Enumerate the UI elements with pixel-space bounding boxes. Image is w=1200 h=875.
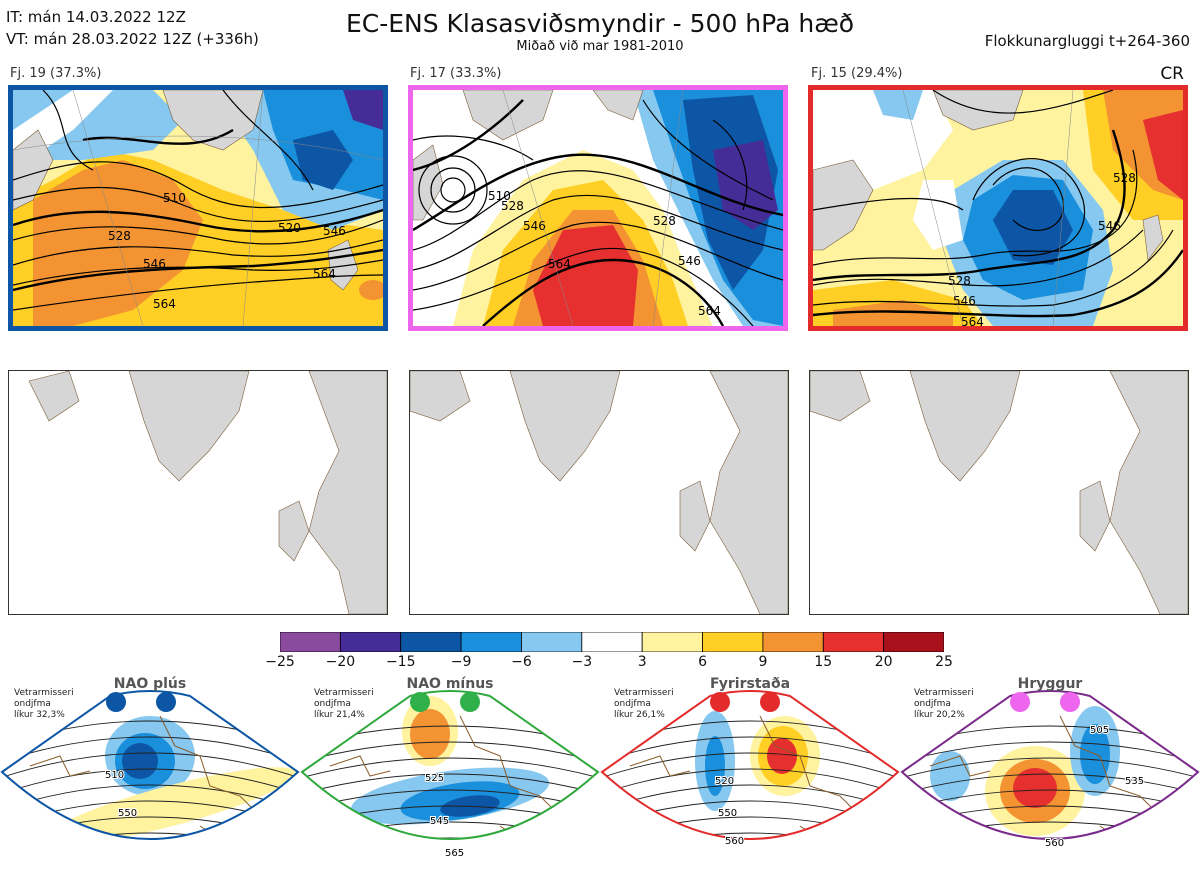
regime-center-dot	[1010, 692, 1030, 712]
regime-1-map: 510 550	[0, 676, 300, 871]
header-dates: IT: mán 14.03.2022 12Z VT: mán 28.03.202…	[6, 6, 259, 50]
colorbar-swatch	[400, 631, 462, 653]
initial-time: IT: mán 14.03.2022 12Z	[6, 8, 186, 26]
colorbar-tick-label: −3	[571, 654, 593, 670]
colorbar-tick-label: 6	[698, 654, 707, 670]
cluster-1-contour-7: 564	[313, 267, 336, 281]
colorbar-tick-label: 3	[637, 654, 647, 670]
regime-center-dot	[106, 692, 126, 712]
regime-2-map: 525 545 565	[300, 676, 600, 871]
colorbar	[279, 631, 945, 656]
empty-map-2	[409, 370, 789, 615]
cluster-3-map: 528 546 564 528 546	[808, 85, 1188, 331]
colorbar-tick-label: −6	[511, 654, 532, 670]
cluster-3-label: Fj. 15 (29.4%)	[811, 66, 903, 81]
colorbar-tick-label: 25	[935, 654, 953, 670]
regime-contour-label: 505	[1090, 725, 1109, 736]
regime-center-dot	[760, 692, 780, 712]
cluster-3-contour-3: 564	[961, 315, 984, 326]
regime-contour-label: 560	[1045, 838, 1064, 849]
colorbar-swatch	[702, 631, 764, 653]
page-subtitle: Miðað við mar 1981-2010	[516, 39, 684, 54]
regime-contour-label: 510	[105, 770, 124, 781]
cluster-2-contour-7: 564	[698, 304, 721, 318]
regime-3-map: 520 550 560	[600, 676, 900, 871]
regime-contour-label: 535	[1125, 776, 1144, 787]
regime-2-note: Vetrarmisseri ondjfma líkur 21,4%	[314, 688, 374, 720]
colorbar-tick-label: −25	[265, 654, 295, 670]
regime-contour-label: 550	[118, 808, 137, 819]
cluster-1-label: Fj. 19 (37.3%)	[10, 66, 102, 81]
regime-3-name: Fyrirstaða	[709, 676, 791, 692]
colorbar-tick-label: 15	[814, 654, 833, 670]
regime-contour-label: 550	[718, 808, 737, 819]
cluster-1-contour-5: 520	[278, 221, 301, 235]
cluster-3-contour-4: 528	[1113, 171, 1136, 185]
cluster-2-map: 510 528 546 564 528 546 564	[408, 85, 788, 331]
cluster-1-contour-4: 564	[153, 297, 176, 311]
colorbar-swatch	[279, 631, 341, 653]
regime-contour-label: 545	[430, 816, 449, 827]
colorbar-swatch	[641, 631, 703, 653]
empty-map-3	[809, 370, 1189, 615]
cluster-1-map: 510 528 546 564 520 546 564	[8, 85, 388, 331]
cluster-2-contour-6: 546	[678, 254, 701, 268]
regime-4-map: 505 535 560	[900, 676, 1200, 871]
regime-2-name: NAO mínus	[406, 676, 494, 692]
regime-contour-label: 520	[715, 776, 734, 787]
regime-center-dot	[156, 692, 176, 712]
valid-time: VT: mán 28.03.2022 12Z (+336h)	[6, 30, 259, 48]
colorbar-swatch	[521, 631, 583, 653]
colorbar-swatch	[460, 631, 522, 653]
regime-center-dot	[1060, 692, 1080, 712]
cluster-3-contour-5: 546	[1098, 219, 1121, 233]
regime-1-note: Vetrarmisseri ondjfma líkur 32,3%	[14, 688, 74, 720]
cluster-1-contour-2: 528	[108, 229, 131, 243]
cluster-3-contour-1: 528	[948, 274, 971, 288]
regime-center-dot	[460, 692, 480, 712]
colorbar-tick-label: 9	[758, 654, 768, 670]
colorbar-swatch	[581, 631, 643, 653]
cluster-2-contour-5: 528	[653, 214, 676, 228]
colorbar-tick-label: −9	[450, 654, 472, 670]
colorbar-tick-label: −20	[325, 654, 356, 670]
regime-contour-label: 565	[445, 848, 464, 859]
colorbar-tick-label: −15	[385, 654, 416, 670]
regime-3-note: Vetrarmisseri ondjfma líkur 26,1%	[614, 688, 674, 720]
cluster-2-contour-3: 546	[523, 219, 546, 233]
regime-contour-label: 560	[725, 836, 744, 847]
colorbar-tick-label: 20	[874, 654, 893, 670]
colorbar-swatch	[883, 631, 945, 653]
cr-label: CR	[1160, 64, 1184, 84]
regime-contour-label: 525	[425, 773, 444, 784]
cluster-1-contour-6: 546	[323, 224, 346, 238]
regime-center-dot	[410, 692, 430, 712]
regime-1-name: NAO plús	[113, 676, 187, 692]
colorbar-swatch	[339, 631, 402, 653]
cluster-1-contour-1: 510	[163, 191, 186, 205]
empty-map-1	[8, 370, 388, 615]
cluster-1-contour-3: 546	[143, 257, 166, 271]
regime-4-note: Vetrarmisseri ondjfma líkur 20,2%	[914, 688, 974, 720]
classification-window: Flokkunargluggi t+264-360	[984, 32, 1190, 50]
regime-center-dot	[710, 692, 730, 712]
colorbar-swatches	[279, 631, 945, 653]
cluster-2-contour-1: 510	[488, 189, 511, 203]
colorbar-swatch	[762, 631, 824, 653]
cluster-3-contour-2: 546	[953, 294, 976, 308]
page-title: EC-ENS Klasasviðsmyndir - 500 hPa hæð	[345, 9, 855, 38]
cluster-2-contour-4: 564	[548, 257, 571, 271]
colorbar-swatch	[822, 631, 885, 653]
cluster-2-label: Fj. 17 (33.3%)	[410, 66, 502, 81]
cluster-2-contour-2: 528	[501, 199, 524, 213]
regime-4-name: Hryggur	[1017, 676, 1083, 692]
